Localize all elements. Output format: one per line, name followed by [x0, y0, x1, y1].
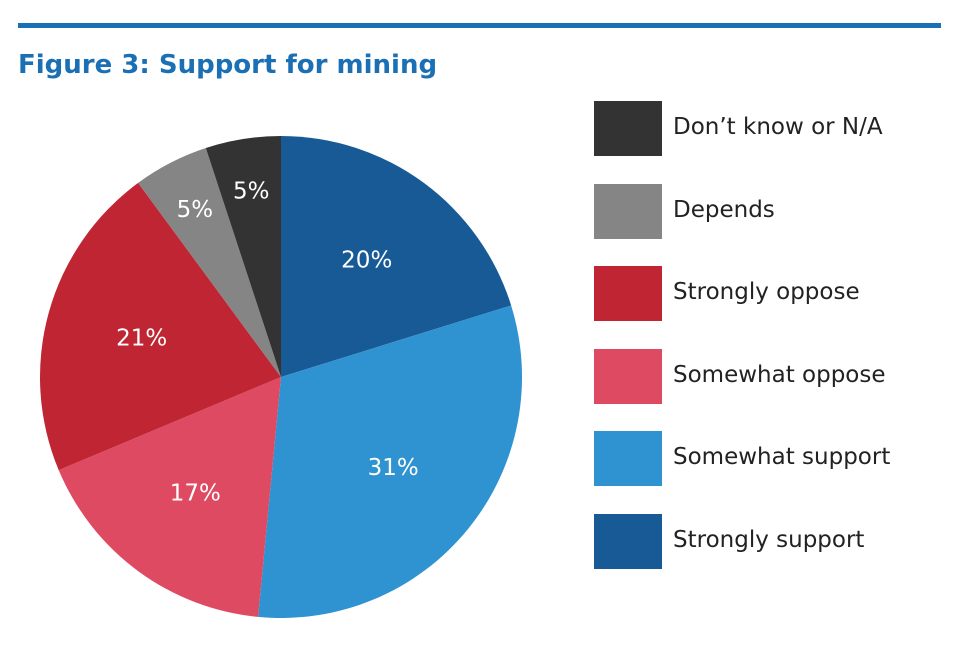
slice-value-label: 31%	[368, 455, 419, 481]
pie-slice-strongly-support	[281, 136, 512, 377]
legend-label: Depends	[673, 196, 775, 223]
legend-item-somewhat-support: Somewhat support	[594, 431, 944, 487]
legend-item-don-t-know-or-n-a: Don’t know or N/A	[594, 101, 944, 156]
slice-value-label: 21%	[116, 325, 167, 351]
pie-slice-somewhat-support	[258, 305, 522, 618]
slice-value-label: 5%	[177, 197, 214, 223]
legend-swatch	[594, 101, 662, 156]
slice-value-label: 5%	[233, 178, 270, 204]
legend-swatch	[594, 183, 662, 239]
legend-item-somewhat-oppose: Somewhat oppose	[594, 348, 944, 404]
legend-item-strongly-support: Strongly support	[594, 513, 944, 569]
legend-item-strongly-oppose: Strongly oppose	[594, 266, 944, 322]
pie-slice-strongly-oppose	[39, 182, 281, 471]
slice-value-label: 17%	[170, 480, 221, 506]
pie-slice-don-t-know-or-n-a	[205, 136, 281, 377]
top-rule	[18, 23, 941, 28]
legend-swatch	[594, 513, 662, 569]
slice-value-label: 20%	[341, 248, 392, 274]
legend-label: Somewhat support	[673, 444, 891, 471]
legend-swatch	[594, 348, 662, 404]
legend-item-depends: Depends	[594, 183, 944, 239]
legend-label: Somewhat oppose	[673, 361, 886, 388]
pie-slice-somewhat-oppose	[58, 377, 281, 617]
legend-swatch	[594, 431, 662, 487]
legend: Don’t know or N/A Depends Strongly oppose S…	[594, 101, 944, 597]
legend-swatch	[594, 266, 662, 322]
pie-slice-depends	[138, 148, 281, 377]
legend-label: Strongly support	[673, 526, 865, 553]
legend-label: Strongly oppose	[673, 279, 860, 306]
chart-title: Figure 3: Support for mining	[18, 50, 438, 80]
legend-label: Don’t know or N/A	[673, 114, 883, 140]
